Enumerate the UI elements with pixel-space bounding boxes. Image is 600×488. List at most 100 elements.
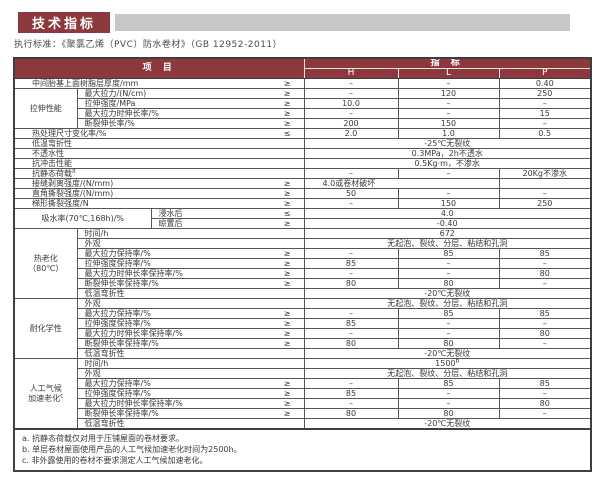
spec-item-cell: 抗静态荷载a: [13, 168, 305, 179]
spec-item-cell: 断裂伸长率保持率/% ≥: [76, 408, 305, 419]
spec-value-cell: 0.40: [498, 78, 592, 89]
spec-value-cell: 150: [397, 198, 500, 209]
spec-value-cell: 80: [498, 398, 592, 409]
spec-value-cell: 1500b: [303, 358, 592, 369]
spec-item-cell: 断裂伸长率保持率/% ≥: [76, 338, 305, 349]
spec-row: 耐化学性 外观 无起泡、裂纹、分层、粘结和孔洞: [13, 298, 592, 359]
comparison-symbol: ≥: [283, 109, 291, 118]
spec-row: 抗静态荷载a – –20Kg不渗水: [13, 168, 592, 179]
spec-item-cell: 最大拉力时伸长率保持率/% ≥: [76, 398, 305, 409]
spec-row: 最大拉力时伸长率保持率/% ≥ – –80: [14, 268, 592, 279]
spec-item-cell: 最大拉力保持率/% ≥: [76, 248, 305, 259]
comparison-symbol: ≥: [283, 309, 291, 318]
spec-row: 热处理尺寸变化率/% ≤2.0 1.0 0.5: [13, 128, 592, 139]
spec-item-cell: 断裂伸长率保持率/% ≥: [76, 278, 305, 289]
spec-row: 最大拉力保持率/% ≥ –85 85: [14, 308, 592, 319]
spec-item-cell: 最大拉力/(N/cm) ≥: [76, 88, 305, 99]
spec-value-cell: 672: [303, 228, 592, 239]
spec-item-cell: 抗冲击性能: [13, 158, 305, 169]
page-title: 技术指标: [18, 12, 110, 33]
column-header-grade-h: H: [303, 68, 399, 79]
spec-value-cell: 80: [303, 408, 399, 419]
spec-value-cell: –: [397, 398, 500, 409]
spec-value-cell: 0.5: [498, 128, 592, 139]
comparison-symbol: ≥: [283, 179, 291, 188]
spec-value-cell: –: [397, 258, 500, 269]
spec-value-cell: –: [303, 308, 399, 319]
spec-value-cell: 50: [303, 188, 399, 199]
spec-group-cell: 人工气候 加速老化c: [13, 358, 78, 430]
spec-row: 拉伸强度保持率/% ≥85– –: [14, 318, 592, 329]
spec-value-cell: 80: [498, 328, 592, 339]
spec-value-cell: 15: [498, 108, 592, 119]
spec-value-cell: –: [303, 328, 399, 339]
spec-value-cell: 200: [303, 118, 399, 129]
comparison-symbol: ≥: [283, 339, 291, 348]
comparison-symbol: ≥: [283, 79, 291, 88]
comparison-symbol: ≥: [283, 379, 291, 388]
spec-value-cell: –: [303, 78, 399, 89]
spec-value-cell: 10.0: [303, 98, 399, 109]
spec-item-cell: 低温弯折性: [76, 418, 305, 430]
spec-item-cell: 热处理尺寸变化率/% ≤: [13, 128, 305, 139]
spec-row: 最大拉力时伸长率保持率/% ≥ – –80: [14, 328, 592, 339]
spec-item-cell: 拉伸强度保持率/% ≥: [76, 318, 305, 329]
spec-value-cell: –: [498, 338, 592, 349]
spec-value-cell: –: [397, 318, 500, 329]
spec-value-cell: 1.0: [397, 128, 500, 139]
comparison-symbol: ≥: [283, 319, 291, 328]
spec-row: 断裂伸长率保持率/% ≥80 80–: [14, 408, 592, 419]
spec-row: 人工气候 加速老化c 时间/h 1500b: [13, 358, 592, 430]
column-header-grade-p: P: [498, 68, 592, 79]
spec-value-cell: -20℃无裂纹: [303, 348, 592, 359]
spec-group-cell: 拉伸性能: [13, 88, 78, 129]
spec-item-cell: 最大拉力保持率/% ≥: [76, 308, 305, 319]
spec-item-cell: 最大拉力时伸长率保持率/% ≥: [76, 268, 305, 279]
spec-value-cell: [498, 178, 592, 189]
spec-row: 直角撕裂强度/(N/mm) ≥50– –: [13, 188, 592, 199]
spec-row: 断裂伸长率保持率/% ≥80 80–: [14, 338, 592, 349]
spec-value-cell: 150: [397, 118, 500, 129]
spec-value-cell: 85: [303, 388, 399, 399]
spec-row: 外观 无起泡、裂纹、分层、粘结和孔洞: [14, 368, 592, 379]
spec-row: 吸水率(70℃,168h)/% 浸水后 ≤4.0: [13, 208, 592, 229]
spec-item-cell: 拉伸强度保持率/% ≥: [76, 388, 305, 399]
comparison-symbol: ≥: [283, 409, 291, 418]
comparison-symbol: ≥: [283, 89, 291, 98]
spec-value-cell: 80: [397, 408, 500, 419]
spec-row: 抗冲击性能 0.5Kg·m，不渗水: [13, 158, 592, 169]
comparison-symbol: ≥: [283, 399, 291, 408]
spec-value-cell: –: [303, 168, 399, 179]
spec-value-cell: 4.0: [303, 208, 592, 219]
spec-value-cell: –: [397, 108, 500, 119]
spec-value-cell: –: [397, 98, 500, 109]
spec-value-cell: –: [303, 398, 399, 409]
footnotes-box: a. 抗静态荷载仅对用于压铺屋面的卷材要求。 b. 单层卷材屋面使用产品的人工气候…: [13, 429, 592, 472]
spec-row: 接缝剥离强度/(N/mm) ≥4.0或卷材破坏: [13, 178, 592, 189]
spec-table: 项 目 指 标 H L P 中间胎基上面树脂层厚度/mm ≥ – –0.40 拉伸性能最…: [13, 57, 592, 430]
spec-value-cell: –: [498, 258, 592, 269]
comparison-symbol: ≤: [283, 209, 291, 218]
comparison-symbol: ≥: [283, 189, 291, 198]
spec-value-cell: 80: [397, 338, 500, 349]
spec-value-cell: 20Kg不渗水: [498, 168, 592, 179]
comparison-symbol: ≥: [283, 99, 291, 108]
column-header-indicator: 指 标: [303, 57, 592, 69]
spec-row: 拉伸强度保持率/% ≥85– –: [14, 388, 592, 399]
spec-value-cell: 85: [397, 378, 500, 389]
spec-group-cell: 热老化 （80℃）: [13, 228, 78, 299]
spec-item-cell: 最大拉力时伸长率/% ≥: [76, 108, 305, 119]
spec-table-header: 项 目 指 标 H L P: [13, 57, 592, 79]
spec-table-wrap: 项 目 指 标 H L P 中间胎基上面树脂层厚度/mm ≥ – –0.40 拉伸性能最…: [13, 57, 592, 472]
spec-item-cell: 最大拉力保持率/% ≥: [76, 378, 305, 389]
spec-item-cell: 中间胎基上面树脂层厚度/mm ≥: [13, 78, 305, 89]
spec-value-cell: -20℃无裂纹: [303, 418, 592, 430]
footnote-line: a. 抗静态荷载仅对用于压铺屋面的卷材要求。: [22, 434, 184, 443]
spec-value-cell: 85: [498, 378, 592, 389]
spec-item-cell: 浸水后 ≤: [150, 208, 305, 219]
standard-reference: 执行标准：《聚氯乙烯（PVC）防水卷材》（GB 12952-2011）: [14, 40, 283, 50]
title-decorative-bar: [115, 14, 570, 31]
spec-value-cell: –: [498, 388, 592, 399]
spec-value-cell: 85: [397, 308, 500, 319]
spec-row: 低温弯折性 -20℃无裂纹: [14, 418, 592, 430]
